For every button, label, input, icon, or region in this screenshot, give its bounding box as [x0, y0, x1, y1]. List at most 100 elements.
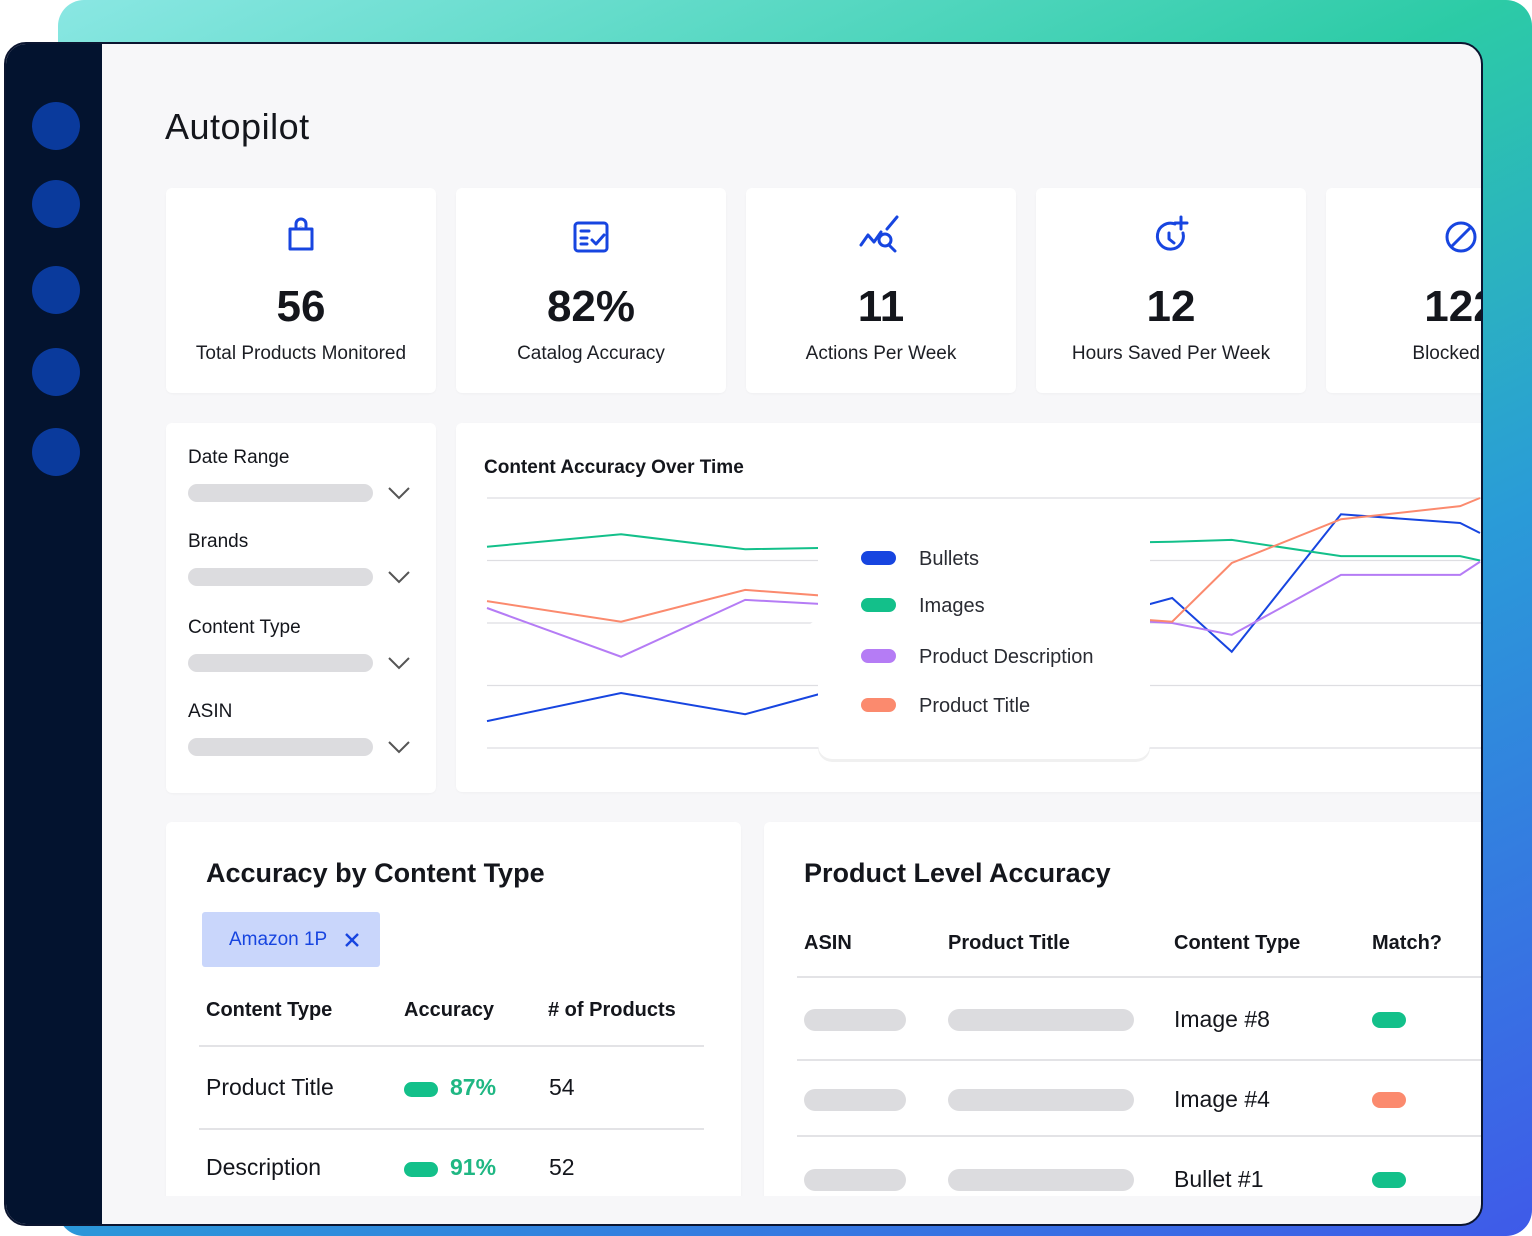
kpi-label: Actions Per Week [746, 343, 1016, 365]
kpi-icon [1436, 212, 1481, 262]
placeholder [804, 1169, 906, 1191]
filter-label: ASIN [188, 701, 232, 723]
dropdown-chevron [386, 739, 412, 755]
kpi-icon [1146, 212, 1196, 262]
cell: Image #8 [1174, 1006, 1270, 1033]
table-rule [199, 1128, 704, 1130]
placeholder [948, 1009, 1134, 1031]
column-header: Product Title [948, 932, 1070, 955]
nav-item[interactable] [32, 102, 80, 150]
match-indicator [1372, 1012, 1406, 1028]
tooltip-box [818, 511, 1150, 759]
column-header: Match? [1372, 932, 1442, 955]
icon-shape [1447, 223, 1475, 251]
remove-icon [346, 934, 358, 946]
accuracy-pill [404, 1162, 438, 1177]
tooltip-arrow [796, 618, 820, 646]
filter-chip[interactable]: Amazon 1P [202, 912, 380, 967]
legend-label: Product Title [919, 695, 1030, 717]
filter-dropdown[interactable] [188, 738, 373, 756]
placeholder [948, 1169, 1134, 1191]
line-chart: Content Accuracy Over Time Bullets Images P… [456, 423, 1481, 792]
icon-shape [290, 219, 312, 249]
match-indicator [1372, 1092, 1406, 1108]
kpi-icon [276, 212, 326, 262]
placeholder [804, 1009, 906, 1031]
nav-item[interactable] [32, 348, 80, 396]
chart-title: Content Accuracy Over Time [484, 457, 744, 478]
nav-item[interactable] [32, 428, 80, 476]
chevron [389, 572, 409, 582]
column-header: Accuracy [404, 999, 494, 1022]
chip-remove [344, 932, 360, 948]
legend-tooltip: Bullets Images Product Description Product … [796, 511, 1150, 762]
chart-card: Content Accuracy Over Time Bullets Images P… [456, 423, 1481, 792]
placeholder [948, 1089, 1134, 1111]
cell: Image #4 [1174, 1086, 1270, 1113]
table-rule [797, 1135, 1481, 1137]
kpi-label: Blocked Co [1326, 343, 1481, 365]
icon-shape [1157, 217, 1187, 249]
kpi-label: Hours Saved Per Week [1036, 343, 1306, 365]
column-header: Content Type [1174, 932, 1300, 955]
filter-dropdown[interactable] [188, 654, 373, 672]
cell: Bullet #1 [1174, 1166, 1264, 1193]
chevron [389, 742, 409, 752]
kpi-icon [566, 212, 616, 262]
dropdown-chevron [386, 485, 412, 501]
section-title: Accuracy by Content Type [206, 858, 545, 889]
cell: 87% [450, 1074, 496, 1101]
nav-item[interactable] [32, 266, 80, 314]
cell: 54 [549, 1074, 575, 1101]
kpi-card: 56 Total Products Monitored [166, 188, 436, 393]
column-header: # of Products [548, 999, 676, 1022]
dropdown-chevron [386, 655, 412, 671]
icon-shape [575, 223, 607, 251]
filter-dropdown[interactable] [188, 484, 373, 502]
filter-label: Content Type [188, 617, 301, 639]
legend-label: Images [919, 595, 985, 617]
chevron [389, 658, 409, 668]
sidebar-icons [6, 44, 102, 544]
kpi-value: 122 [1326, 282, 1481, 332]
nav-item[interactable] [32, 180, 80, 228]
kpi-label: Total Products Monitored [166, 343, 436, 365]
legend-swatch [861, 649, 896, 663]
cell: Product Title [206, 1074, 334, 1101]
filter-dropdown[interactable] [188, 568, 373, 586]
match-indicator [1372, 1172, 1406, 1188]
kpi-value: 12 [1036, 282, 1306, 332]
kpi-value: 11 [746, 282, 1016, 332]
filter-panel: Date Range Brands Content Type ASIN [166, 423, 436, 793]
cell: 91% [450, 1154, 496, 1181]
kpi-card: 122 Blocked Co [1326, 188, 1481, 393]
kpi-value: 82% [456, 282, 726, 332]
accuracy-pill [404, 1082, 438, 1097]
kpi-label: Catalog Accuracy [456, 343, 726, 365]
dropdown-chevron [386, 569, 412, 585]
sidebar [6, 44, 102, 1224]
legend-swatch [861, 598, 896, 612]
table-rule [797, 1059, 1481, 1061]
table-rule [797, 976, 1481, 978]
filter-label: Brands [188, 531, 248, 553]
kpi-value: 56 [166, 282, 436, 332]
placeholder [804, 1089, 906, 1111]
table-rule [199, 1045, 704, 1047]
column-header: ASIN [804, 932, 852, 955]
legend-label: Bullets [919, 548, 979, 570]
column-header: Content Type [206, 999, 332, 1022]
legend-swatch [861, 551, 896, 565]
chevron [389, 488, 409, 498]
kpi-card: 12 Hours Saved Per Week [1036, 188, 1306, 393]
product-card: Product Level Accuracy ASIN Product Title C… [764, 822, 1481, 1196]
filter-label: Date Range [188, 447, 289, 469]
cell: Description [206, 1154, 321, 1181]
kpi-card: 82% Catalog Accuracy [456, 188, 726, 393]
legend-label: Product Description [919, 646, 1094, 668]
section-title: Product Level Accuracy [804, 858, 1111, 889]
accuracy-card: Accuracy by Content Type Amazon 1P Content… [166, 822, 741, 1196]
chip-label: Amazon 1P [229, 929, 327, 951]
